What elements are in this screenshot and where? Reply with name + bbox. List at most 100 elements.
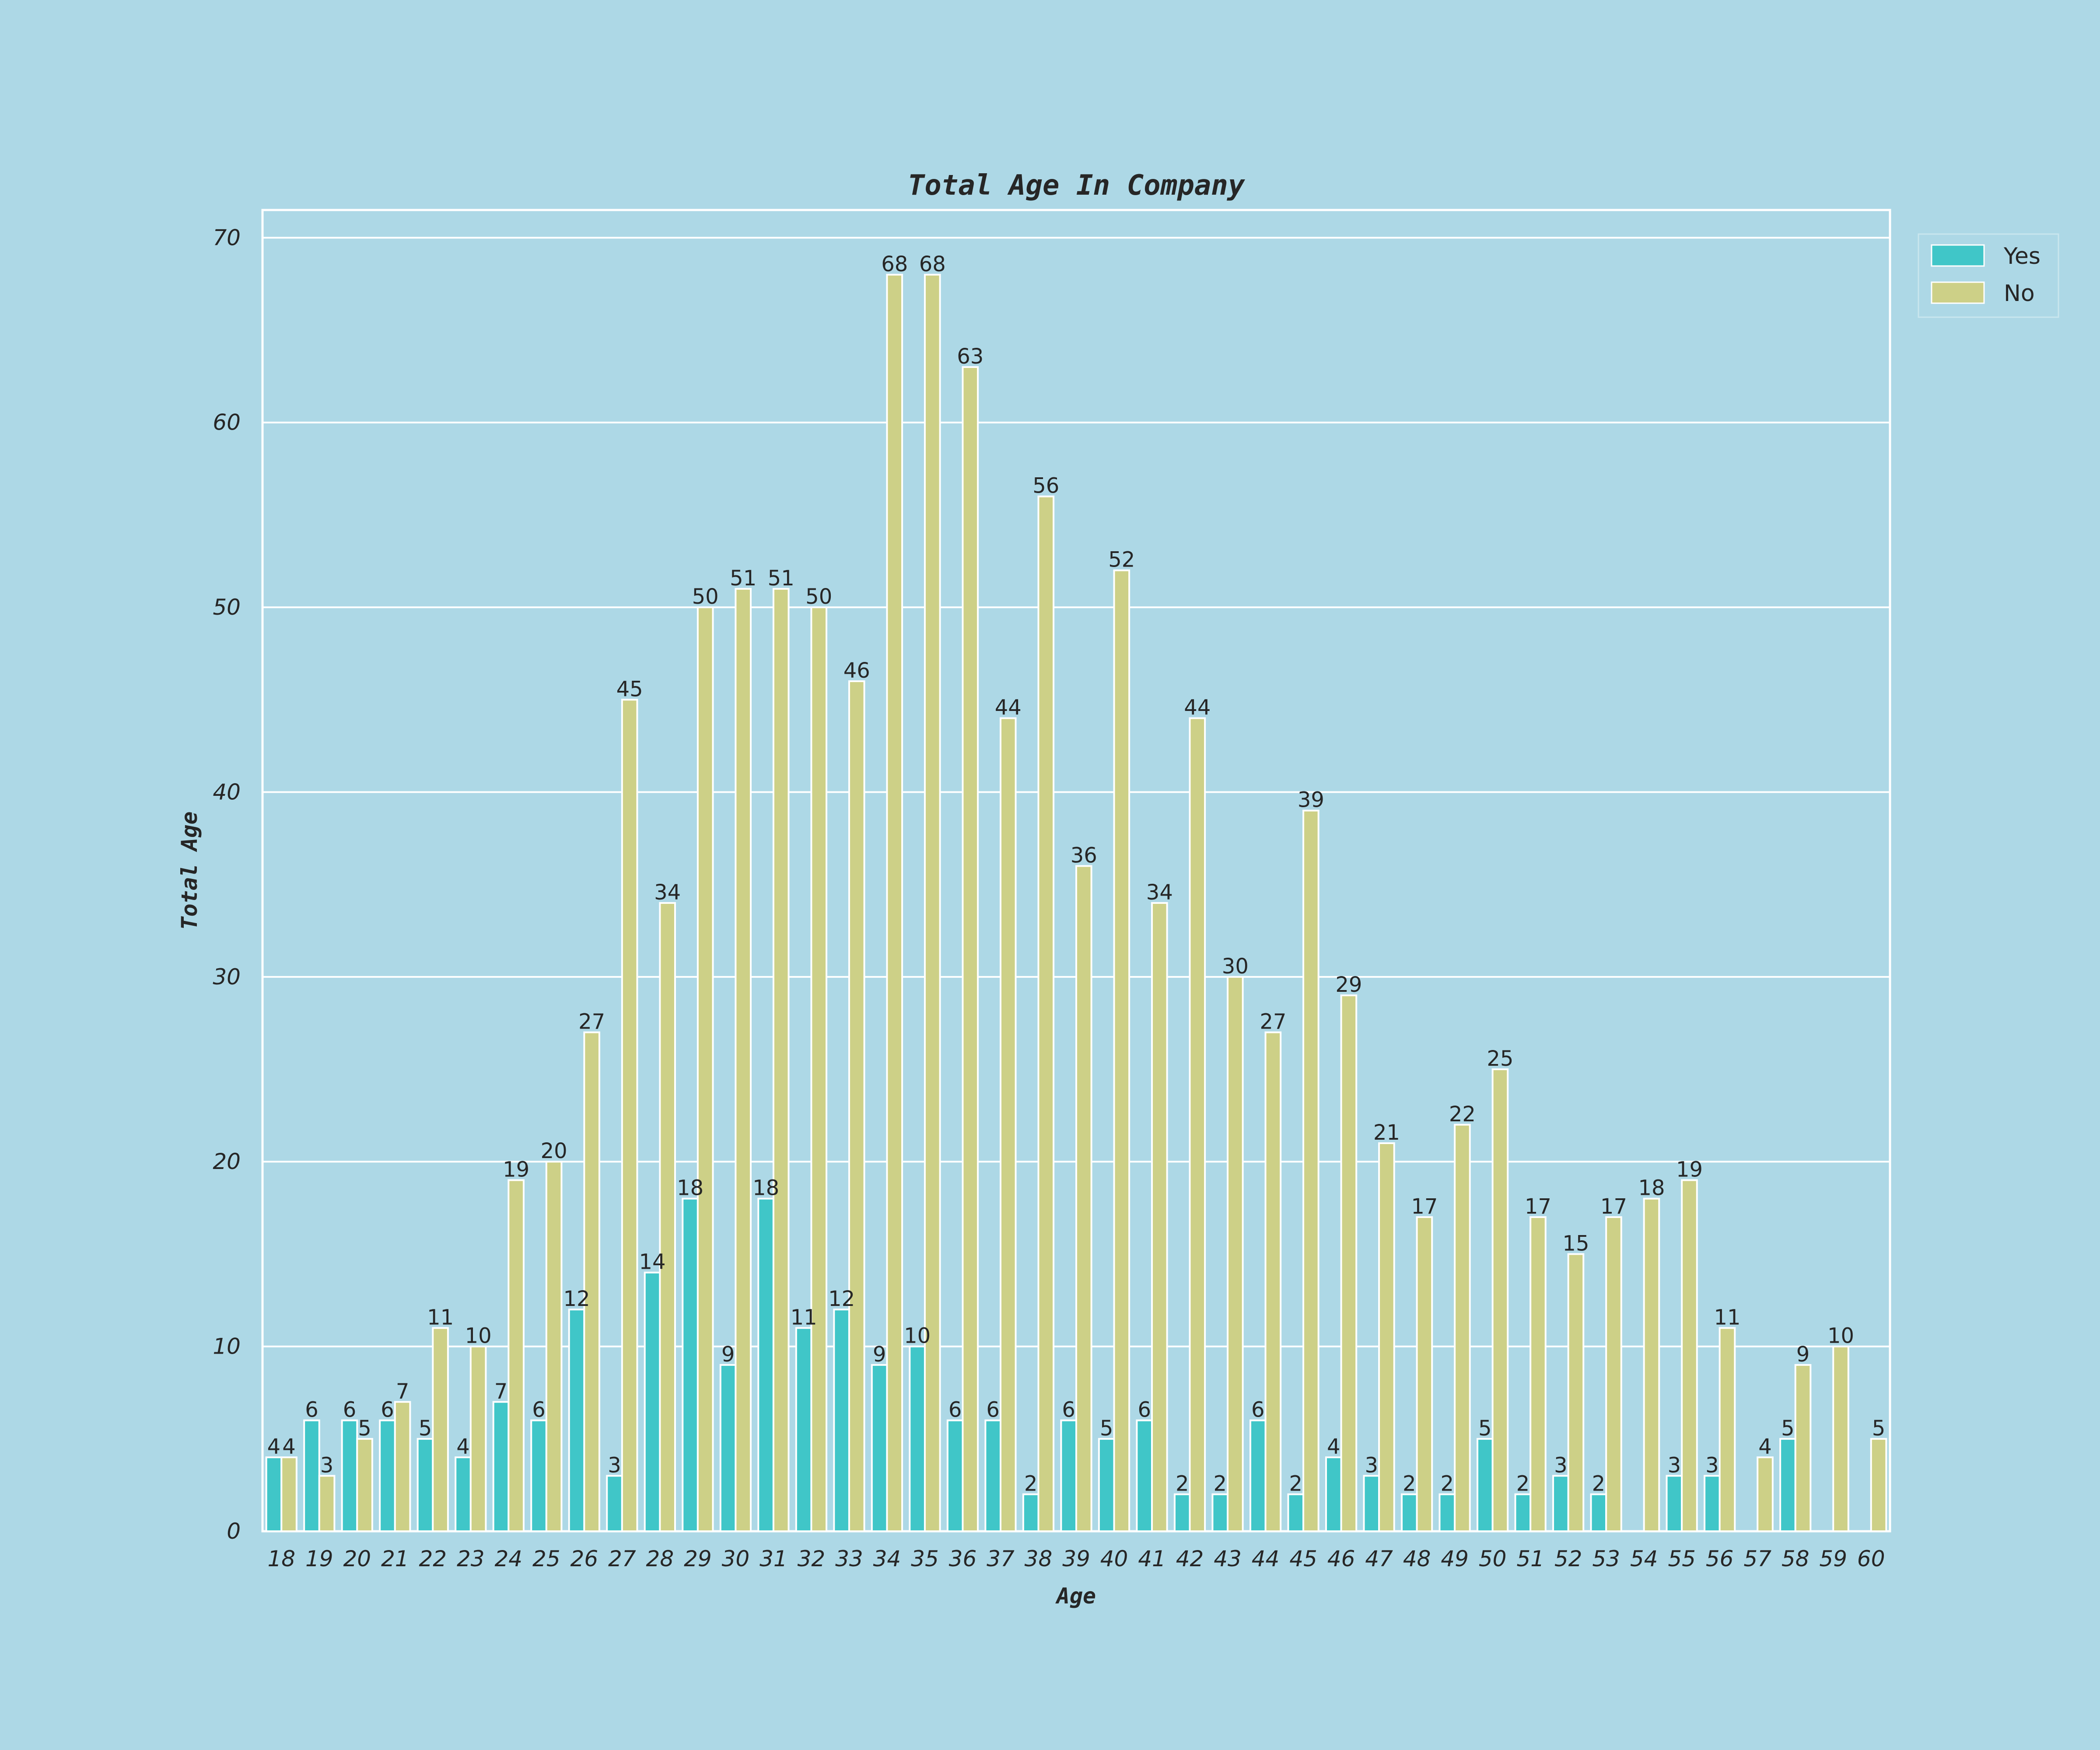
bar-no-33 <box>848 680 865 1532</box>
bar-yes-24 <box>492 1401 510 1533</box>
x-tick-label-32: 32 <box>798 1546 826 1572</box>
bar-label-yes-46: 4 <box>1327 1435 1340 1459</box>
bar-label-no-18: 4 <box>282 1435 296 1459</box>
bar-no-32 <box>810 606 828 1533</box>
bar-yes-50 <box>1477 1438 1494 1533</box>
x-tick-label-45: 45 <box>1289 1546 1317 1572</box>
bar-no-56 <box>1718 1327 1736 1532</box>
bar-label-yes-35: 10 <box>904 1324 931 1348</box>
x-axis-label: Age <box>1055 1583 1096 1609</box>
bar-label-yes-41: 6 <box>1138 1398 1151 1422</box>
bar-no-45 <box>1302 809 1320 1532</box>
bar-label-yes-49: 2 <box>1441 1472 1454 1496</box>
bar-label-no-39: 36 <box>1071 843 1097 868</box>
bar-yes-38 <box>1022 1493 1040 1532</box>
bar-label-yes-51: 2 <box>1516 1472 1530 1496</box>
bar-no-43 <box>1227 976 1244 1532</box>
bar-label-no-28: 34 <box>654 880 681 905</box>
bar-label-yes-58: 5 <box>1781 1416 1795 1441</box>
bar-no-59 <box>1832 1345 1849 1532</box>
bar-no-30 <box>735 588 752 1533</box>
x-tick-label-56: 56 <box>1706 1546 1734 1572</box>
bar-no-21 <box>394 1401 411 1533</box>
bar-label-no-43: 30 <box>1222 954 1249 979</box>
x-tick-label-52: 52 <box>1554 1546 1582 1572</box>
y-tick-label-40: 40 <box>213 779 241 805</box>
bar-no-36 <box>962 366 979 1532</box>
bar-no-34 <box>886 273 903 1532</box>
bar-yes-31 <box>757 1197 774 1532</box>
x-tick-label-46: 46 <box>1327 1546 1355 1572</box>
bar-yes-29 <box>682 1197 699 1532</box>
bar-label-yes-25: 6 <box>532 1398 546 1422</box>
bar-no-18 <box>280 1456 298 1533</box>
bar-no-44 <box>1264 1031 1282 1532</box>
bar-yes-33 <box>833 1309 850 1533</box>
bar-yes-51 <box>1514 1493 1532 1532</box>
x-tick-label-26: 26 <box>570 1546 598 1572</box>
bar-yes-56 <box>1704 1475 1721 1532</box>
y-tick-label-10: 10 <box>213 1334 241 1359</box>
x-tick-label-24: 24 <box>495 1546 523 1572</box>
x-tick-label-54: 54 <box>1630 1546 1658 1572</box>
bar-yes-32 <box>795 1327 812 1532</box>
bar-no-26 <box>583 1031 600 1532</box>
x-tick-label-48: 48 <box>1403 1546 1431 1572</box>
bar-label-yes-40: 5 <box>1100 1416 1113 1441</box>
y-tick-label-20: 20 <box>213 1149 241 1174</box>
bar-label-no-24: 19 <box>503 1157 529 1182</box>
bar-label-no-59: 10 <box>1827 1324 1854 1348</box>
y-axis-label: Total Age <box>177 812 202 930</box>
bar-yes-53 <box>1590 1493 1607 1532</box>
x-tick-label-42: 42 <box>1176 1546 1204 1572</box>
x-tick-label-50: 50 <box>1479 1546 1507 1572</box>
bar-yes-27 <box>606 1475 623 1532</box>
bar-label-no-41: 34 <box>1146 880 1173 905</box>
bar-label-no-29: 50 <box>692 584 719 609</box>
bar-no-60 <box>1870 1438 1887 1533</box>
y-tick-label-70: 70 <box>213 225 241 250</box>
bar-no-55 <box>1681 1179 1698 1532</box>
bar-label-yes-53: 2 <box>1592 1472 1606 1496</box>
bar-label-yes-36: 6 <box>948 1398 962 1422</box>
bar-label-no-32: 50 <box>805 584 832 609</box>
bar-label-no-42: 44 <box>1184 696 1211 720</box>
bar-label-no-49: 22 <box>1449 1102 1476 1127</box>
bar-no-29 <box>696 606 714 1533</box>
y-tick-label-30: 30 <box>213 964 241 990</box>
x-tick-label-53: 53 <box>1592 1546 1620 1572</box>
bar-label-no-31: 51 <box>768 566 794 591</box>
bar-no-39 <box>1075 865 1092 1532</box>
bar-label-no-25: 20 <box>541 1139 567 1163</box>
x-tick-label-35: 35 <box>911 1546 939 1572</box>
x-tick-label-57: 57 <box>1743 1546 1771 1572</box>
bar-yes-45 <box>1287 1493 1305 1532</box>
bar-label-no-21: 7 <box>396 1379 410 1404</box>
bar-label-yes-31: 18 <box>752 1176 779 1200</box>
bar-yes-42 <box>1173 1493 1191 1532</box>
x-tick-label-51: 51 <box>1516 1546 1544 1572</box>
bar-label-no-38: 56 <box>1032 474 1059 498</box>
bar-no-41 <box>1151 902 1168 1532</box>
bar-yes-48 <box>1401 1493 1418 1532</box>
x-tick-label-60: 60 <box>1857 1546 1885 1572</box>
bar-label-no-33: 46 <box>844 658 870 683</box>
bar-no-48 <box>1416 1216 1433 1532</box>
bar-label-yes-47: 3 <box>1365 1453 1379 1477</box>
bar-label-yes-24: 7 <box>494 1379 508 1404</box>
bar-label-no-60: 5 <box>1872 1416 1886 1441</box>
bar-label-no-19: 3 <box>320 1453 334 1477</box>
bar-label-no-30: 51 <box>730 566 756 591</box>
legend-swatch-no <box>1931 281 1985 304</box>
chart-title: Total Age In Company <box>908 169 1246 202</box>
bar-label-no-20: 5 <box>358 1416 371 1441</box>
bar-label-yes-22: 5 <box>419 1416 432 1441</box>
bar-yes-55 <box>1666 1475 1683 1532</box>
bar-label-no-54: 18 <box>1638 1176 1665 1200</box>
bar-yes-37 <box>984 1419 1001 1533</box>
bar-no-47 <box>1378 1142 1395 1533</box>
bar-no-46 <box>1340 994 1358 1533</box>
bar-label-yes-23: 4 <box>456 1435 470 1459</box>
legend-swatch-yes <box>1931 244 1985 267</box>
